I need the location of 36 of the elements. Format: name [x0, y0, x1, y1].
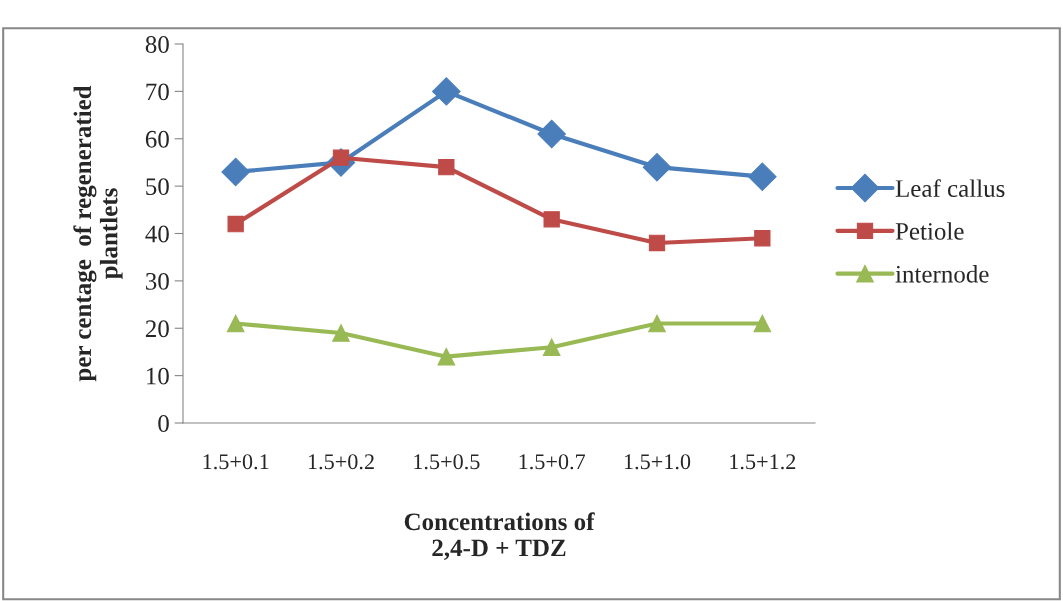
y-tick-label: 70: [146, 83, 169, 101]
x-tick-label: 1.5+0.1: [203, 454, 269, 470]
y-tick-label: 20: [145, 320, 169, 338]
point: [542, 338, 561, 357]
x-tick-label: 1.5+0.5: [414, 454, 480, 470]
x-axis-title: Concentrations of 2,4-D + TDZ: [404, 512, 595, 560]
legend-label: Leaf callus: [895, 179, 1005, 198]
point: [221, 157, 250, 187]
y-axis-title: per centage of regeneratied plantlets: [73, 85, 123, 382]
point: [648, 314, 666, 333]
y-tick-label: 0: [158, 415, 169, 432]
point: [754, 230, 771, 247]
point: [332, 324, 350, 342]
x-tick-label: 1.5+1.0: [624, 454, 691, 470]
point: [537, 119, 566, 149]
y-tick-label: 60: [145, 130, 169, 148]
point: [227, 215, 244, 233]
point: [543, 211, 560, 228]
x-tick-label: 1.5+0.7: [519, 454, 586, 470]
point: [438, 159, 455, 176]
point: [648, 234, 666, 252]
y-tick-label: 10: [147, 367, 169, 385]
point: [642, 152, 672, 182]
point: [748, 162, 777, 191]
point: [432, 77, 461, 106]
x-tick-label: 1.5+0.2: [308, 454, 374, 470]
y-tick-label: 50: [146, 178, 169, 196]
y-tick-label: 30: [146, 272, 169, 290]
legend-label: internode: [895, 265, 989, 283]
y-tick-label: 80: [145, 36, 169, 53]
point: [753, 314, 772, 333]
x-tick-label: 1.5+1.2: [730, 454, 796, 470]
y-tick-label: 40: [145, 225, 169, 243]
point: [437, 347, 456, 366]
point: [226, 314, 245, 333]
legend-label: Petiole: [895, 222, 964, 240]
